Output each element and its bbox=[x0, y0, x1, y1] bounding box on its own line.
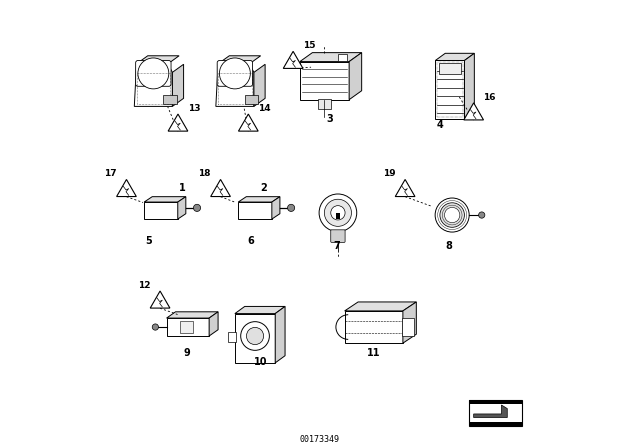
FancyBboxPatch shape bbox=[136, 60, 171, 86]
Circle shape bbox=[445, 207, 460, 223]
Polygon shape bbox=[144, 202, 178, 219]
Polygon shape bbox=[245, 95, 259, 104]
Text: 14: 14 bbox=[258, 104, 271, 113]
Text: 19: 19 bbox=[383, 169, 396, 178]
Circle shape bbox=[479, 212, 485, 218]
Circle shape bbox=[319, 194, 356, 232]
Polygon shape bbox=[134, 64, 172, 107]
Polygon shape bbox=[300, 53, 362, 62]
Polygon shape bbox=[254, 65, 265, 107]
Polygon shape bbox=[168, 114, 188, 131]
Polygon shape bbox=[464, 103, 484, 120]
Text: 4: 4 bbox=[436, 121, 444, 130]
FancyBboxPatch shape bbox=[217, 60, 253, 86]
Polygon shape bbox=[239, 114, 258, 131]
Bar bbox=[469, 400, 522, 404]
Circle shape bbox=[220, 58, 250, 89]
Text: 1: 1 bbox=[179, 183, 186, 193]
Circle shape bbox=[331, 206, 345, 220]
Text: 9: 9 bbox=[183, 348, 190, 358]
Polygon shape bbox=[166, 318, 209, 336]
Circle shape bbox=[435, 198, 469, 232]
Polygon shape bbox=[344, 311, 403, 343]
Bar bbox=[317, 99, 332, 109]
Polygon shape bbox=[136, 56, 179, 64]
Polygon shape bbox=[235, 306, 285, 314]
Polygon shape bbox=[465, 53, 474, 119]
Text: 15: 15 bbox=[303, 41, 316, 50]
Polygon shape bbox=[272, 197, 280, 219]
Bar bbox=[228, 332, 236, 342]
Polygon shape bbox=[344, 302, 417, 311]
Text: 3: 3 bbox=[326, 114, 333, 124]
Bar bbox=[403, 318, 413, 336]
Text: 17: 17 bbox=[104, 169, 116, 178]
Text: 6: 6 bbox=[248, 236, 254, 246]
Polygon shape bbox=[300, 62, 349, 100]
Polygon shape bbox=[144, 197, 186, 202]
Polygon shape bbox=[235, 314, 275, 363]
Bar bbox=[439, 63, 461, 74]
Polygon shape bbox=[396, 180, 415, 197]
Text: 16: 16 bbox=[484, 93, 496, 102]
Bar bbox=[469, 422, 522, 426]
Polygon shape bbox=[435, 60, 465, 119]
Text: 7: 7 bbox=[333, 241, 340, 251]
Polygon shape bbox=[218, 56, 260, 64]
Polygon shape bbox=[435, 53, 474, 60]
Text: 18: 18 bbox=[198, 169, 211, 178]
Polygon shape bbox=[403, 302, 417, 343]
Circle shape bbox=[152, 324, 159, 330]
Circle shape bbox=[287, 204, 294, 211]
Polygon shape bbox=[163, 95, 177, 104]
Circle shape bbox=[246, 327, 264, 345]
Circle shape bbox=[440, 203, 465, 227]
Polygon shape bbox=[238, 202, 272, 219]
Circle shape bbox=[193, 204, 200, 211]
Text: 8: 8 bbox=[445, 241, 452, 251]
Polygon shape bbox=[209, 312, 218, 336]
Bar bbox=[180, 321, 193, 333]
Polygon shape bbox=[238, 197, 280, 202]
Text: 5: 5 bbox=[145, 236, 152, 246]
Text: 11: 11 bbox=[367, 348, 381, 358]
Text: 00173349: 00173349 bbox=[300, 435, 340, 444]
Bar bbox=[338, 54, 347, 61]
Polygon shape bbox=[116, 180, 136, 197]
Circle shape bbox=[241, 322, 269, 350]
Polygon shape bbox=[178, 197, 186, 219]
Text: 13: 13 bbox=[188, 104, 200, 113]
Bar bbox=[469, 400, 522, 426]
Polygon shape bbox=[172, 65, 184, 107]
FancyBboxPatch shape bbox=[331, 230, 345, 242]
Polygon shape bbox=[150, 291, 170, 308]
Polygon shape bbox=[349, 53, 362, 100]
Polygon shape bbox=[275, 306, 285, 363]
Polygon shape bbox=[284, 52, 303, 69]
Polygon shape bbox=[216, 64, 254, 107]
Text: 2: 2 bbox=[260, 183, 268, 193]
Circle shape bbox=[138, 58, 169, 89]
Bar bbox=[336, 213, 340, 220]
Text: 10: 10 bbox=[254, 357, 268, 367]
Polygon shape bbox=[474, 405, 508, 418]
Polygon shape bbox=[211, 180, 230, 197]
Polygon shape bbox=[166, 312, 218, 318]
Text: 12: 12 bbox=[138, 281, 150, 290]
Circle shape bbox=[324, 199, 351, 226]
